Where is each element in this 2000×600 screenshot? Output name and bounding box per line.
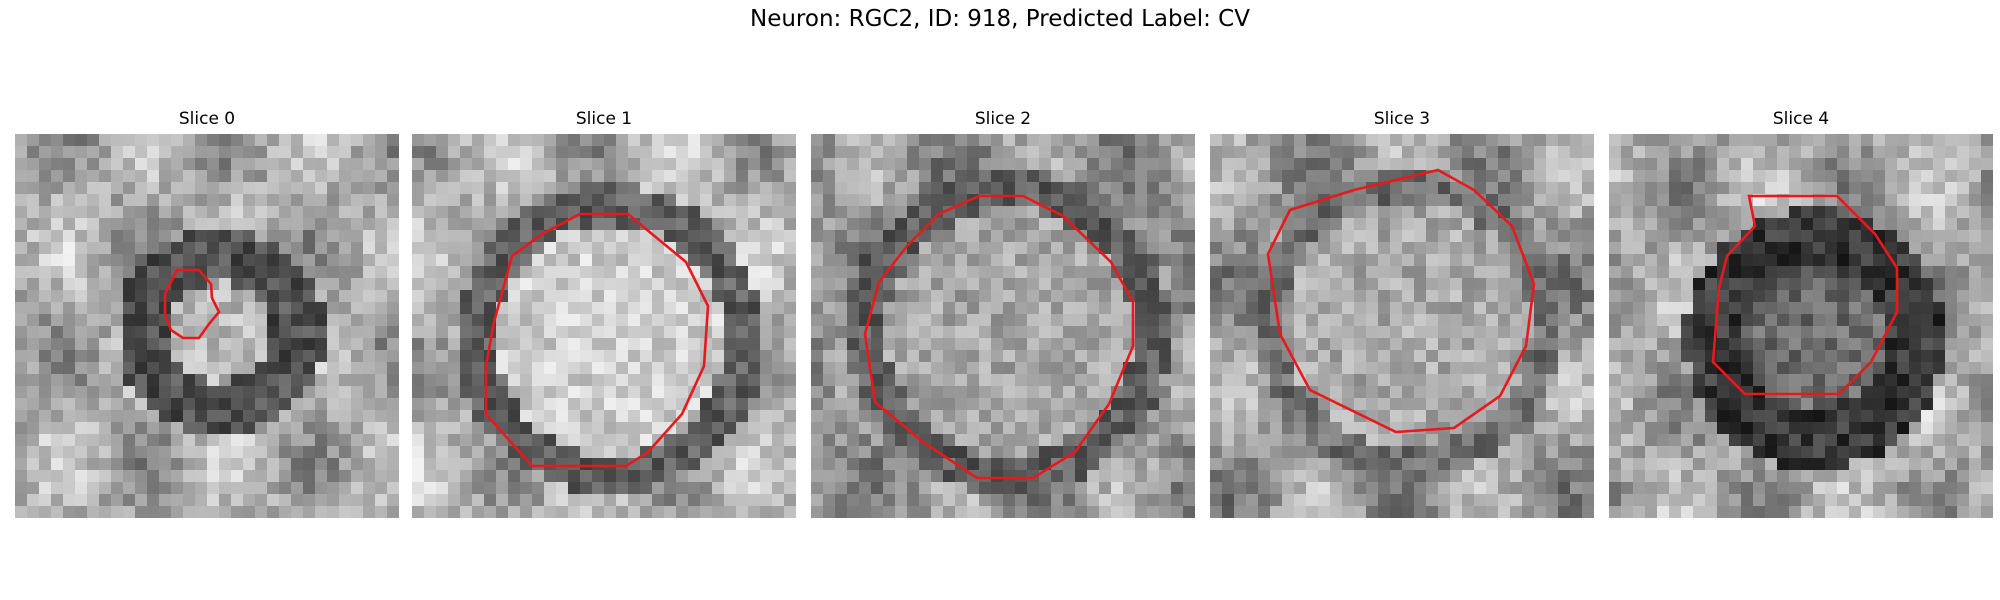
slice-title: Slice 4 xyxy=(1772,109,1830,129)
slice-image-4 xyxy=(1609,134,1993,518)
slice-title: Slice 3 xyxy=(1373,109,1431,129)
slice-panel-4: Slice 4 xyxy=(1609,108,1993,518)
slice-panel-0: Slice 0 xyxy=(15,108,399,518)
slice-title: Slice 2 xyxy=(974,109,1032,129)
slice-panel-3: Slice 3 xyxy=(1210,108,1594,518)
slice-panel-1: Slice 1 xyxy=(412,108,796,518)
slice-panel-2: Slice 2 xyxy=(811,108,1195,518)
cell-contour xyxy=(1711,194,1899,396)
cell-contour xyxy=(163,268,221,340)
slice-image-0 xyxy=(15,134,399,518)
slice-title: Slice 1 xyxy=(575,109,633,129)
slice-image-2 xyxy=(811,134,1195,518)
cell-contour xyxy=(1266,168,1536,434)
figure-title: Neuron: RGC2, ID: 918, Predicted Label: … xyxy=(750,6,1250,32)
cell-contour xyxy=(484,212,710,468)
slice-image-3 xyxy=(1210,134,1594,518)
slice-title: Slice 0 xyxy=(178,109,236,129)
cell-contour xyxy=(863,194,1135,480)
slice-image-1 xyxy=(412,134,796,518)
